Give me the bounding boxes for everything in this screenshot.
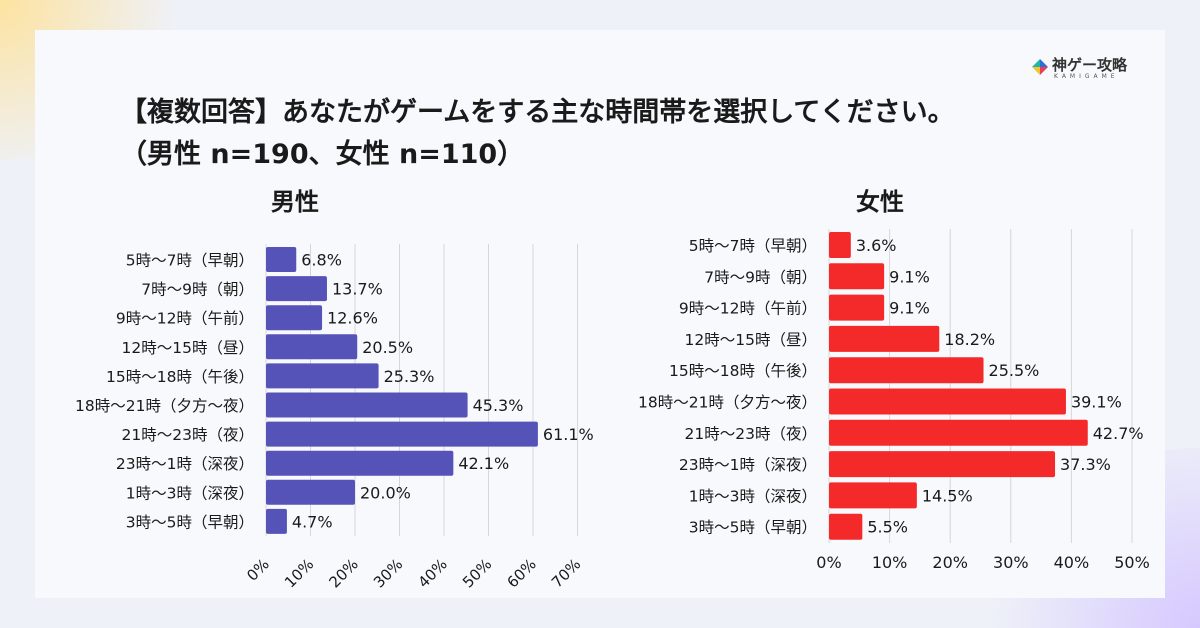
category-label: 21時〜23時（夜）	[122, 426, 254, 444]
data-label: 5.5%	[867, 518, 908, 537]
data-label: 3.6%	[856, 236, 897, 255]
title-line-2: （男性 n=190、女性 n=110）	[120, 139, 525, 170]
data-label: 12.6%	[327, 309, 378, 328]
chart-card	[35, 30, 1165, 598]
x-tick-label: 0%	[816, 553, 841, 572]
x-tick-label: 20%	[932, 553, 968, 572]
bar	[266, 479, 355, 505]
data-label: 42.1%	[458, 454, 509, 473]
logo-icon	[1032, 59, 1048, 75]
data-label: 20.0%	[360, 483, 411, 502]
x-tick-label: 40%	[1054, 553, 1090, 572]
bar	[829, 482, 917, 509]
bar	[829, 419, 1088, 446]
data-label: 25.5%	[989, 361, 1040, 380]
x-tick-label: 0%	[243, 555, 273, 585]
data-label: 13.7%	[332, 280, 383, 299]
bar	[829, 263, 885, 290]
logo: 神ゲー攻略 KAMIGAME	[1030, 56, 1140, 82]
category-label: 9時〜12時（午前）	[116, 310, 254, 328]
data-label: 42.7%	[1093, 424, 1144, 443]
data-label: 18.2%	[944, 330, 995, 349]
bar	[829, 294, 885, 321]
x-tick-label: 70%	[548, 555, 584, 591]
bar	[829, 232, 851, 258]
data-label: 20.5%	[362, 338, 413, 357]
data-label: 37.3%	[1060, 455, 1111, 474]
bar	[266, 363, 379, 389]
category-label: 12時〜15時（昼）	[122, 339, 254, 357]
category-label: 3時〜5時（早朝）	[689, 519, 817, 537]
x-tick-label: 50%	[459, 555, 495, 591]
data-label: 9.1%	[889, 299, 930, 318]
category-label: 23時〜1時（深夜）	[679, 456, 817, 474]
bar	[266, 247, 297, 272]
category-label: 1時〜3時（深夜）	[689, 487, 817, 505]
bar	[266, 276, 327, 302]
bar	[829, 513, 863, 540]
category-label: 1時〜3時（深夜）	[126, 484, 254, 502]
bar	[829, 357, 984, 384]
panel-title: 男性	[271, 188, 319, 216]
title-line-1: 【複数回答】あなたがゲームをする主な時間帯を選択してください。	[120, 97, 955, 128]
category-label: 18時〜21時（夕方〜夜）	[75, 397, 254, 415]
data-label: 9.1%	[889, 267, 930, 286]
category-label: 21時〜23時（夜）	[685, 425, 817, 443]
category-label: 18時〜21時（夕方〜夜）	[638, 394, 817, 412]
x-tick-label: 50%	[1114, 553, 1150, 572]
category-label: 5時〜7時（早朝）	[689, 237, 817, 255]
data-label: 39.1%	[1071, 393, 1122, 412]
category-label: 5時〜7時（早朝）	[126, 252, 254, 270]
x-tick-label: 20%	[326, 555, 362, 591]
bar	[266, 305, 323, 331]
data-label: 61.1%	[543, 425, 594, 444]
category-label: 15時〜18時（午後）	[106, 368, 254, 386]
bar	[829, 325, 940, 352]
x-tick-label: 40%	[415, 555, 451, 591]
bar	[266, 392, 468, 418]
bar	[266, 334, 358, 360]
data-label: 14.5%	[922, 486, 973, 505]
x-tick-label: 10%	[872, 553, 908, 572]
x-tick-label: 60%	[504, 555, 540, 591]
data-label: 6.8%	[301, 251, 342, 270]
x-tick-label: 30%	[370, 555, 406, 591]
logo-text: 神ゲー攻略	[1052, 56, 1128, 74]
data-label: 4.7%	[292, 512, 333, 531]
x-tick-label: 30%	[993, 553, 1029, 572]
data-label: 25.3%	[384, 367, 435, 386]
category-label: 15時〜18時（午後）	[669, 362, 817, 380]
bar	[266, 450, 454, 476]
category-label: 23時〜1時（深夜）	[116, 455, 254, 473]
logo-subtext: KAMIGAME	[1054, 73, 1119, 80]
category-label: 12時〜15時（昼）	[685, 331, 817, 349]
x-tick-label: 10%	[281, 555, 317, 591]
category-label: 7時〜9時（朝）	[141, 281, 254, 299]
bar	[266, 508, 287, 534]
panel-title: 女性	[856, 188, 904, 216]
bar	[266, 421, 538, 447]
category-label: 9時〜12時（午前）	[679, 300, 817, 318]
bar	[829, 451, 1056, 478]
data-label: 45.3%	[473, 396, 524, 415]
category-label: 3時〜5時（早朝）	[126, 513, 254, 531]
bar	[829, 388, 1066, 415]
category-label: 7時〜9時（朝）	[704, 268, 817, 286]
chart-title: 【複数回答】あなたがゲームをする主な時間帯を選択してください。 （男性 n=19…	[120, 92, 955, 176]
